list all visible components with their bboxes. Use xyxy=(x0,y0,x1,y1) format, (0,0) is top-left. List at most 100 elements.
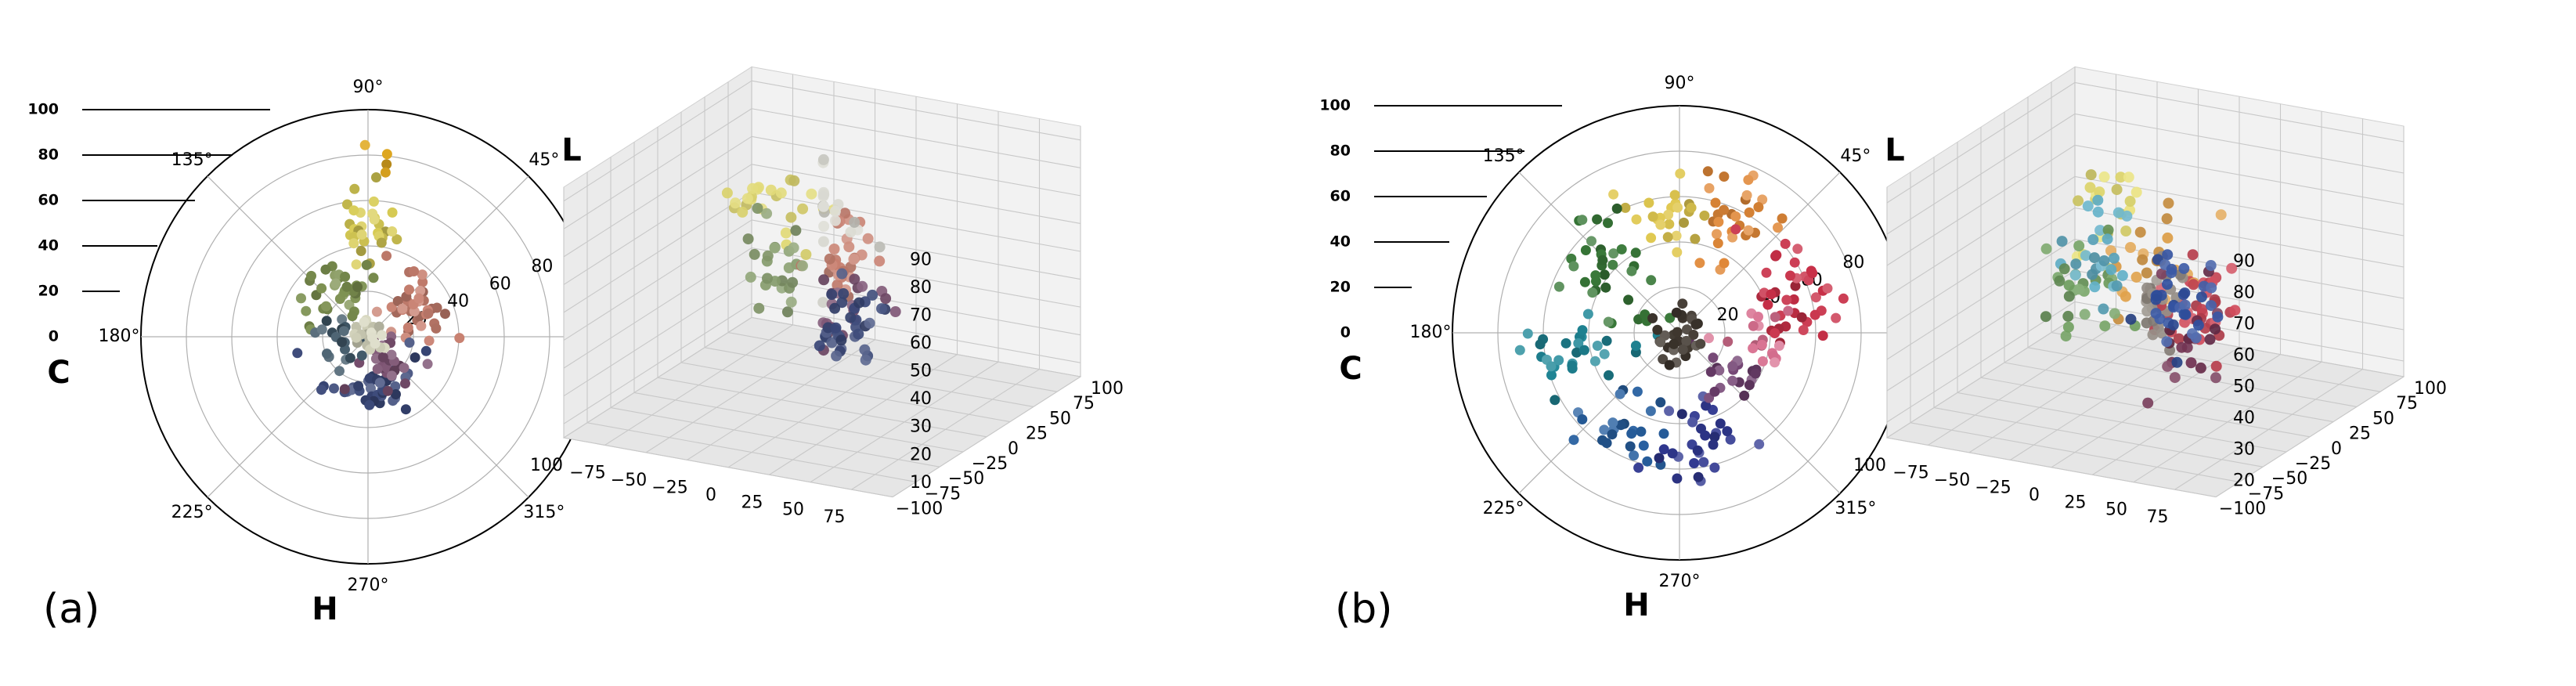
polar-point xyxy=(1753,312,1763,322)
polar-grid-spoke xyxy=(1679,332,1841,494)
polar-point xyxy=(1698,457,1709,468)
polar-point xyxy=(1700,430,1711,441)
scatter3d-point xyxy=(787,276,799,288)
polar-point xyxy=(400,404,411,415)
polar-point xyxy=(1712,229,1722,240)
scatter3d-point xyxy=(788,175,800,186)
theta-tick-label: 45° xyxy=(529,150,559,170)
scatter3d-point xyxy=(780,227,792,239)
polar-point xyxy=(1722,426,1733,437)
scatter3d-point xyxy=(2073,283,2085,295)
scatter3d-point xyxy=(2082,200,2094,212)
polar-point xyxy=(1626,428,1637,439)
z-tick-label: 40 xyxy=(2233,409,2255,428)
polar-point xyxy=(1743,225,1754,236)
polar-point xyxy=(1608,189,1619,200)
scatter3d-point xyxy=(762,273,773,284)
axes3d-gridline xyxy=(2004,362,2334,423)
polar-point xyxy=(1699,210,1710,221)
theta-tick-label: 45° xyxy=(1840,146,1871,166)
polar-point xyxy=(1671,230,1682,241)
scatter3d-point xyxy=(2099,320,2111,332)
polar-point xyxy=(1616,244,1627,255)
polar-point xyxy=(351,259,362,270)
axes3d-gridline xyxy=(751,275,1081,336)
scatter3d-point xyxy=(742,233,754,245)
axes3d-gridline xyxy=(1886,301,2076,423)
polar-point xyxy=(1655,397,1666,408)
scatter3d-point xyxy=(2062,321,2074,333)
polar-point xyxy=(1599,348,1610,359)
x-tick-label: 50 xyxy=(2105,500,2127,520)
polar-point xyxy=(1577,414,1588,424)
polar-point xyxy=(338,326,349,337)
r-axis-label: C xyxy=(47,355,70,391)
polar-point xyxy=(1770,357,1780,368)
scatter3d-point xyxy=(2210,360,2222,372)
polar-point xyxy=(340,271,351,282)
polar-point xyxy=(370,338,381,349)
scatter3d-point xyxy=(889,306,901,317)
scatter3d-point xyxy=(2080,250,2091,262)
scatter3d-point xyxy=(853,297,865,309)
polar-point xyxy=(380,167,391,178)
scatter3d-point xyxy=(2063,280,2075,291)
scatter3d-point xyxy=(2079,309,2091,320)
scatter3d-point xyxy=(818,221,830,232)
x-tick-label: 0 xyxy=(2029,486,2040,505)
scale-legend-label: 20 xyxy=(1330,279,1351,296)
polar-point xyxy=(402,322,413,333)
scatter3d-point xyxy=(2116,269,2128,281)
y-tick-label: −25 xyxy=(2295,454,2331,474)
scatter3d-point xyxy=(2054,275,2065,287)
z-axis-label: L xyxy=(561,132,582,168)
theta-tick-label: 135° xyxy=(1483,146,1524,166)
axes3d-gridline xyxy=(751,219,1081,280)
polar-point xyxy=(1647,312,1658,323)
polar-point xyxy=(1705,366,1716,377)
polar-point xyxy=(352,281,363,292)
polar-point xyxy=(413,293,424,304)
polar-point xyxy=(424,335,435,346)
axes3d-gridline xyxy=(704,347,1034,407)
scatter3d-point xyxy=(2162,279,2173,290)
scatter3d-point xyxy=(788,242,799,254)
scatter3d-point xyxy=(2120,226,2132,236)
polar-point xyxy=(1789,257,1800,268)
polar-point xyxy=(1817,330,1828,341)
polar-point xyxy=(1582,309,1593,320)
scatter3d-point xyxy=(2060,330,2072,342)
polar-point xyxy=(1713,216,1724,227)
polar-point xyxy=(1577,215,1588,226)
scatter3d-point xyxy=(797,260,808,272)
polar-point xyxy=(316,385,327,395)
y-tick-label: 100 xyxy=(2414,379,2447,399)
polar-point xyxy=(1770,312,1780,323)
scatter3d-point xyxy=(2142,397,2154,409)
polar-point xyxy=(1704,182,1715,193)
y-tick-label: −75 xyxy=(2248,484,2284,504)
polar-point xyxy=(1654,453,1665,464)
scatter3d-point xyxy=(2111,184,2123,196)
scatter3d-point xyxy=(2069,269,2081,281)
axes3d-gridline xyxy=(1886,144,2076,266)
polar-point xyxy=(1686,202,1697,213)
scatter3d-point xyxy=(2176,341,2188,353)
panel-label-b: (b) xyxy=(1335,586,1393,633)
polar-point xyxy=(1822,283,1833,294)
scatter3d-point xyxy=(2156,268,2167,280)
polar-point xyxy=(1626,265,1637,276)
scatter3d-point xyxy=(2163,197,2174,209)
scatter3d-point xyxy=(730,197,741,209)
scatter3d-point xyxy=(860,354,871,366)
polar-point xyxy=(1571,347,1582,358)
polar-point xyxy=(1692,445,1703,456)
theta-tick-label: 315° xyxy=(1835,499,1876,518)
scatter3d-point xyxy=(836,268,848,280)
polar-point xyxy=(1694,258,1705,269)
polar-point xyxy=(1695,338,1706,349)
polar-grid-spoke xyxy=(1518,332,1680,494)
polar-point xyxy=(330,278,341,289)
axes3d-gridline xyxy=(810,361,999,483)
scatter3d-point xyxy=(829,205,841,217)
